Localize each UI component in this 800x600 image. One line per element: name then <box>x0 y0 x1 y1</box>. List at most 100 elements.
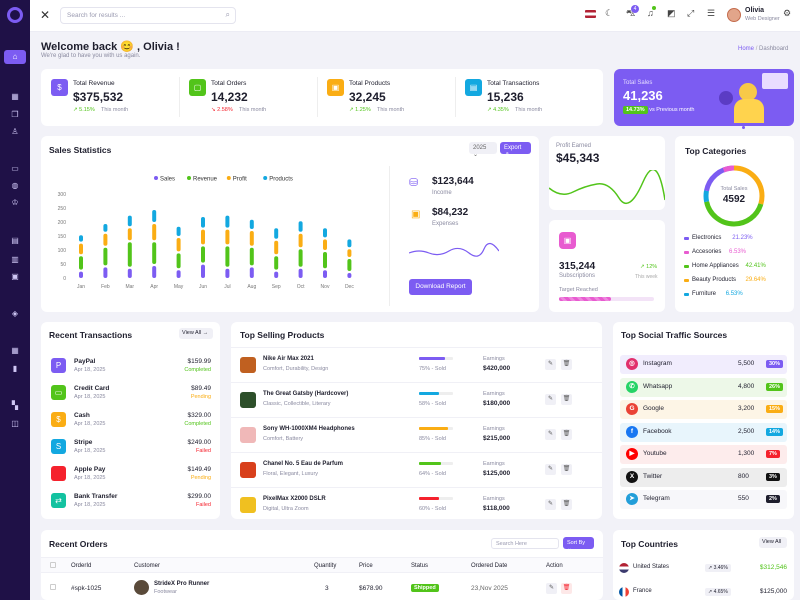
social-source-row[interactable]: f Facebook 2,500 14% <box>620 422 787 442</box>
grid-icon[interactable]: ▦ <box>11 92 19 101</box>
close-menu-icon[interactable]: ✕ <box>40 8 51 22</box>
list-item[interactable]: $ Cash Apr 18, 2025 $329.00 Completed <box>41 410 220 432</box>
apps-icon[interactable]: ◩ <box>667 8 676 18</box>
delete-icon[interactable]: 🗑 <box>561 583 572 594</box>
x-tick-label: Jan <box>77 284 85 290</box>
country-row[interactable]: United States ↗ 3.46% $312,546 <box>613 562 794 574</box>
view-all-countries-button[interactable]: View All <box>759 537 787 548</box>
earnings-label: Earnings <box>483 426 505 432</box>
search-box[interactable]: Search for results ... ⌕ <box>60 7 236 24</box>
delete-icon[interactable]: 🗑 <box>561 359 572 370</box>
moon-icon[interactable]: ☾ <box>605 8 614 18</box>
legend-label-sales: Sales <box>160 177 175 183</box>
table-row[interactable]: Nike Air Max 2021 Comfort, Durability, D… <box>231 347 602 382</box>
edit-icon[interactable]: ✎ <box>545 359 556 370</box>
book-icon[interactable]: ▥ <box>11 255 19 264</box>
delete-icon[interactable]: 🗑 <box>561 429 572 440</box>
export-button[interactable]: Export ⇗ <box>500 142 531 158</box>
row-checkbox[interactable] <box>50 584 56 590</box>
list-item[interactable]: Apple Pay Apr 18, 2025 $149.49 Pending <box>41 464 220 486</box>
award-icon[interactable]: ♙ <box>11 127 19 136</box>
col-quantity[interactable]: Quantity <box>314 563 337 569</box>
us-flag-icon[interactable] <box>585 10 596 18</box>
edit-icon[interactable]: ✎ <box>546 583 557 594</box>
avatar[interactable] <box>727 8 741 22</box>
table-row[interactable]: The Great Gatsby (Hardcover) Classic, Co… <box>231 382 602 417</box>
google-icon: G <box>626 403 638 415</box>
list-item[interactable]: P PayPal Apr 18, 2025 $159.99 Completed <box>41 356 220 378</box>
layout-icon[interactable]: ◫ <box>11 419 19 428</box>
carousel-dot[interactable] <box>742 126 745 129</box>
transaction-amount: $159.99 <box>187 358 212 365</box>
fullscreen-icon[interactable]: ⤢ <box>687 8 695 18</box>
transaction-name: Apple Pay <box>74 466 106 473</box>
map-icon[interactable]: ▚ <box>11 401 19 410</box>
social-source-row[interactable]: ◎ Instagram 5,500 30% <box>620 355 787 374</box>
bar-products-feb <box>103 224 108 232</box>
menu-icon[interactable]: ☰ <box>707 8 716 18</box>
col-price[interactable]: Price <box>359 563 373 569</box>
list-item[interactable]: ⇄ Bank Transfer Apr 18, 2025 $299.00 Fai… <box>41 491 220 513</box>
year-select[interactable]: 2025 ⌄ <box>469 142 497 158</box>
social-source-row[interactable]: ✆ Whatsapp 4,800 26% <box>620 377 787 397</box>
user-name[interactable]: Olivia <box>745 7 765 14</box>
category-name: Accesories <box>692 249 722 255</box>
award-badge-icon[interactable]: ♔ <box>11 198 19 207</box>
col-order-id[interactable]: OrderId <box>71 563 92 569</box>
bar-chart-icon[interactable]: ▮ <box>12 364 18 373</box>
category-marker <box>684 251 689 254</box>
social-source-row[interactable]: ▶ Youtube 1,300 7% <box>620 445 787 464</box>
select-all-checkbox[interactable] <box>50 562 56 568</box>
delete-icon[interactable]: 🗑 <box>561 464 572 475</box>
document-icon[interactable]: ▤ <box>11 236 19 245</box>
subscriptions-period: This week <box>635 274 658 280</box>
breadcrumb-home[interactable]: Home <box>738 46 755 52</box>
social-source-row[interactable]: X Twitter 800 3% <box>620 467 787 487</box>
target-progress <box>559 297 654 301</box>
table-row[interactable]: Chanel No. 5 Eau de Parfum Floral, Elega… <box>231 452 602 487</box>
col-status[interactable]: Status <box>411 563 429 569</box>
target-progress-fill <box>559 297 612 301</box>
social-source-name: Google <box>643 405 664 412</box>
list-item[interactable]: ▭ Credit Card Apr 18, 2025 $89.49 Pendin… <box>41 383 220 405</box>
edit-icon[interactable]: ✎ <box>545 464 556 475</box>
edit-icon[interactable]: ✎ <box>545 429 556 440</box>
col-action[interactable]: Action <box>546 563 563 569</box>
gift-icon[interactable]: ▣ <box>11 272 19 281</box>
edit-icon[interactable]: ✎ <box>545 394 556 405</box>
social-source-row[interactable]: G Google 3,200 15% <box>620 400 787 419</box>
sort-by-button[interactable]: Sort By ⌄ <box>563 537 594 552</box>
file-icon[interactable]: ▭ <box>11 164 19 173</box>
brand-logo[interactable] <box>7 7 23 23</box>
country-row[interactable]: France ↗ 4.65% $125,000 <box>613 586 794 598</box>
col-ordered-date[interactable]: Ordered Date <box>471 563 508 569</box>
layers-icon[interactable]: ◈ <box>11 309 19 318</box>
social-source-share-badge: 14% <box>766 427 784 436</box>
delete-icon[interactable]: 🗑 <box>561 394 572 405</box>
col-customer[interactable]: Customer <box>134 563 161 569</box>
list-item[interactable]: S Stripe Apr 18, 2025 $249.00 Failed <box>41 437 220 459</box>
download-report-button[interactable]: Download Report <box>409 279 472 295</box>
orders-search-input[interactable]: Search Here <box>491 538 559 549</box>
delete-icon[interactable]: 🗑 <box>561 499 572 510</box>
cart-icon[interactable]: ⛍ <box>626 8 636 18</box>
y-tick-label: 0 <box>63 276 66 282</box>
edit-icon[interactable]: ✎ <box>545 499 556 510</box>
top-categories-card: Top Categories Total Sales 4592 Electron… <box>675 136 794 312</box>
transaction-status: Completed <box>184 421 211 427</box>
social-source-row[interactable]: ➤ Telegram 550 2% <box>620 490 787 509</box>
profit-card: Profit Earned $45,343 <box>549 136 665 210</box>
search-input[interactable]: Search for results ... <box>67 12 126 19</box>
x-tick-label: May <box>174 284 184 290</box>
table-row[interactable]: Sony WH-1000XM4 Headphones Comfort, Batt… <box>231 417 602 452</box>
search-icon[interactable]: ⌕ <box>225 10 230 19</box>
view-all-transactions-button[interactable]: View All → <box>179 328 213 339</box>
gear-icon[interactable]: ⚙ <box>783 8 792 18</box>
globe-icon[interactable]: ◍ <box>11 181 19 190</box>
social-source-name: Youtube <box>643 450 667 457</box>
home-icon[interactable]: ⌂ <box>12 52 18 61</box>
table-row[interactable]: PixelMax X2000 DSLR Digital, Ultra Zoom … <box>231 487 602 522</box>
bell-icon[interactable]: ♫ <box>647 8 654 18</box>
copy-icon[interactable]: ❐ <box>11 110 19 119</box>
table-icon[interactable]: ▦ <box>11 346 19 355</box>
